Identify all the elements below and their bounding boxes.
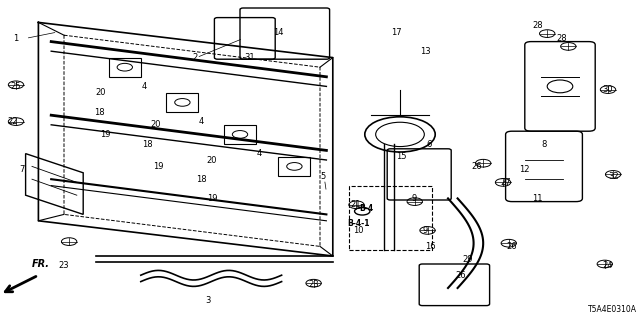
- Text: 27: 27: [500, 178, 511, 187]
- Text: B-4: B-4: [359, 204, 373, 212]
- Text: 20: 20: [206, 156, 216, 164]
- Text: 23: 23: [59, 261, 69, 270]
- Text: 22: 22: [8, 117, 18, 126]
- Text: 3: 3: [205, 296, 211, 305]
- Text: 6: 6: [426, 140, 431, 148]
- Text: 11: 11: [532, 194, 543, 203]
- Text: T5A4E0310A: T5A4E0310A: [588, 305, 637, 314]
- Text: FR.: FR.: [32, 259, 50, 269]
- Text: 21: 21: [350, 200, 360, 209]
- Text: 25: 25: [11, 82, 21, 91]
- Text: 19: 19: [154, 162, 164, 171]
- Text: 31: 31: [244, 53, 255, 62]
- Text: 26: 26: [472, 162, 482, 171]
- Text: 29: 29: [462, 255, 472, 264]
- Text: 15: 15: [396, 152, 406, 161]
- Text: 17: 17: [392, 28, 402, 36]
- Text: 26: 26: [507, 242, 517, 251]
- Text: 28: 28: [557, 34, 567, 43]
- Text: 26: 26: [456, 271, 466, 280]
- Text: 23: 23: [308, 280, 319, 289]
- Text: 4: 4: [257, 149, 262, 158]
- Text: 1: 1: [13, 34, 19, 43]
- Text: 14: 14: [273, 28, 284, 36]
- Text: 7: 7: [20, 165, 25, 174]
- Text: 4: 4: [199, 117, 204, 126]
- Text: 20: 20: [96, 88, 106, 97]
- Text: 12: 12: [520, 165, 530, 174]
- Text: 9: 9: [412, 194, 417, 203]
- Text: 32: 32: [608, 172, 618, 180]
- Text: 8: 8: [541, 140, 547, 148]
- Text: 18: 18: [94, 108, 104, 116]
- Text: 9: 9: [423, 226, 428, 235]
- Text: 20: 20: [150, 120, 161, 129]
- Text: 18: 18: [196, 175, 207, 184]
- Text: 10: 10: [353, 226, 364, 235]
- Text: 13: 13: [420, 47, 431, 56]
- Text: 16: 16: [426, 242, 436, 251]
- Text: B-4-1: B-4-1: [347, 220, 370, 228]
- Text: 19: 19: [100, 130, 111, 139]
- Text: 28: 28: [532, 21, 543, 30]
- Text: 30: 30: [603, 85, 613, 94]
- Text: 18: 18: [142, 140, 152, 148]
- Text: 5: 5: [321, 172, 326, 180]
- Text: 4: 4: [141, 82, 147, 91]
- Text: 24: 24: [603, 261, 613, 270]
- Text: 2: 2: [193, 53, 198, 62]
- Text: 19: 19: [207, 194, 218, 203]
